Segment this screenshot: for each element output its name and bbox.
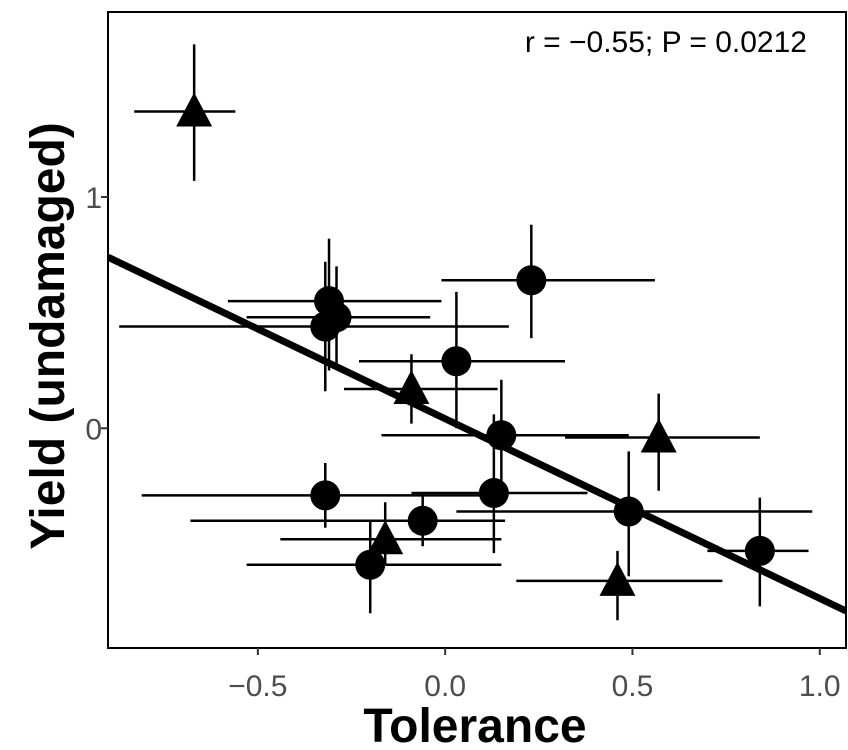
data-point-circle [310,311,341,342]
correlation-annotation: r = −0.55; P = 0.0212 [525,26,807,59]
data-point-triangle [367,520,404,555]
axes: −0.5 0.0 0.5 1.0 0 1 [85,182,840,703]
panel-border [107,11,847,649]
x-tick-label: 1.0 [799,670,841,703]
y-tick-label: 0 [85,413,102,446]
data-point-triangle [640,418,677,453]
plot-panel [108,12,846,648]
y-tick-label: 1 [85,182,102,215]
x-tick-label: 0.0 [424,670,466,703]
data-point-triangle [393,369,430,404]
data-point-triangle [599,561,636,596]
data-point-circle [486,420,517,451]
x-tick-label: −0.5 [228,670,287,703]
data-point-circle [441,346,472,377]
x-tick-label: 0.5 [612,670,654,703]
data-point-circle [478,478,509,509]
data-point-circle [407,505,438,536]
plot-marks [108,44,846,621]
y-axis-title: Yield (undamaged) [22,122,75,550]
data-point-circle [744,535,775,566]
x-axis-title: Tolerance [363,700,586,750]
data-point-circle [613,496,644,527]
data-point-triangle [176,92,213,127]
data-point-circle [355,549,386,580]
data-point-circle [310,480,341,511]
data-point-circle [516,265,547,296]
